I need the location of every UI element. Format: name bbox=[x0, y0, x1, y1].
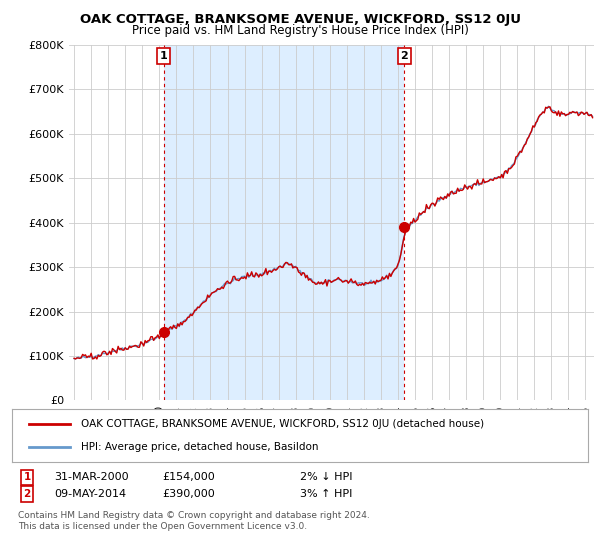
Text: OAK COTTAGE, BRANKSOME AVENUE, WICKFORD, SS12 0JU (detached house): OAK COTTAGE, BRANKSOME AVENUE, WICKFORD,… bbox=[81, 419, 484, 429]
Text: 1: 1 bbox=[160, 51, 167, 61]
Text: 2: 2 bbox=[23, 489, 31, 499]
Text: 31-MAR-2000: 31-MAR-2000 bbox=[54, 472, 128, 482]
Text: OAK COTTAGE, BRANKSOME AVENUE, WICKFORD, SS12 0JU: OAK COTTAGE, BRANKSOME AVENUE, WICKFORD,… bbox=[79, 13, 521, 26]
Text: £390,000: £390,000 bbox=[162, 489, 215, 499]
Text: 3% ↑ HPI: 3% ↑ HPI bbox=[300, 489, 352, 499]
Text: 2% ↓ HPI: 2% ↓ HPI bbox=[300, 472, 353, 482]
Text: HPI: Average price, detached house, Basildon: HPI: Average price, detached house, Basi… bbox=[81, 442, 319, 452]
Text: £154,000: £154,000 bbox=[162, 472, 215, 482]
Text: 1: 1 bbox=[23, 472, 31, 482]
Text: Contains HM Land Registry data © Crown copyright and database right 2024.: Contains HM Land Registry data © Crown c… bbox=[18, 511, 370, 520]
Text: 2: 2 bbox=[400, 51, 408, 61]
Text: This data is licensed under the Open Government Licence v3.0.: This data is licensed under the Open Gov… bbox=[18, 522, 307, 531]
Text: Price paid vs. HM Land Registry's House Price Index (HPI): Price paid vs. HM Land Registry's House … bbox=[131, 24, 469, 36]
Text: 09-MAY-2014: 09-MAY-2014 bbox=[54, 489, 126, 499]
Bar bbox=[164, 45, 404, 400]
